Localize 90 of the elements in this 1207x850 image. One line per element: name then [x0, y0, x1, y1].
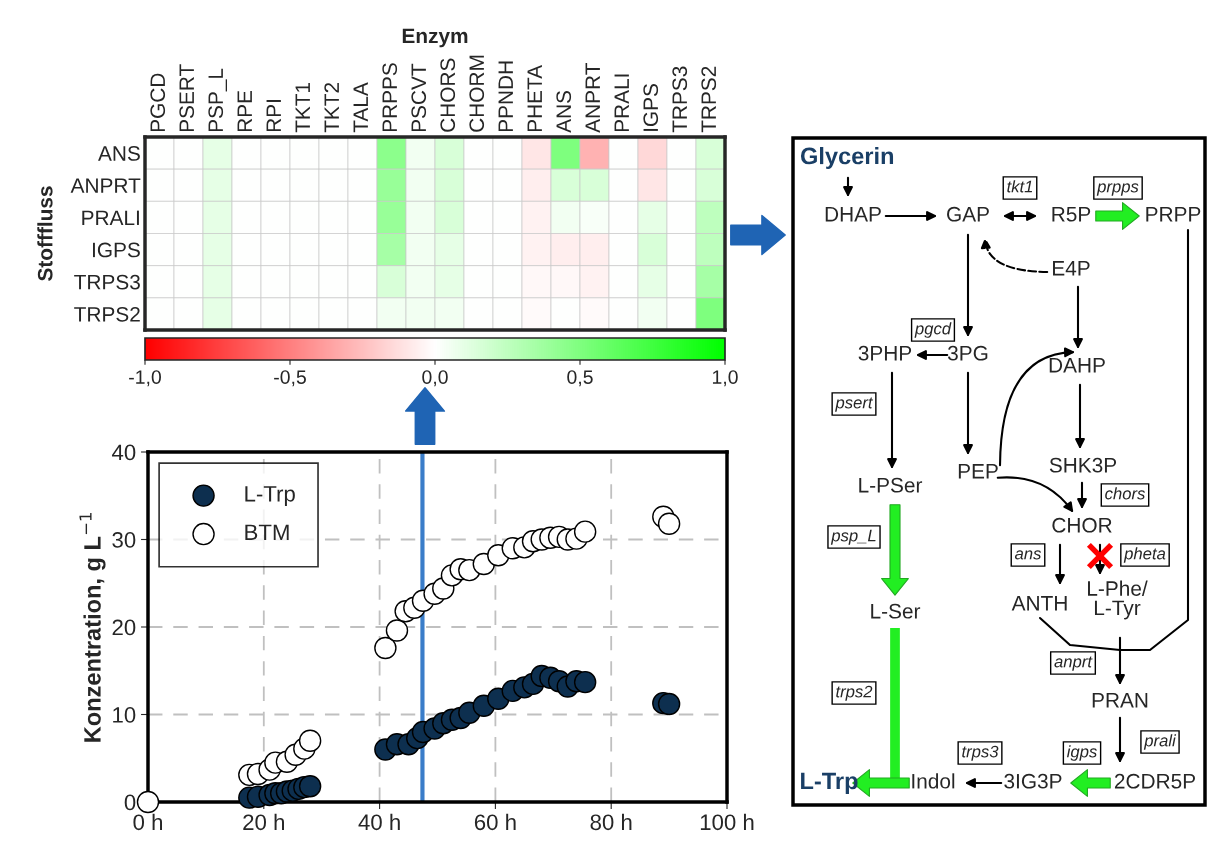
y-tick-label: 40 [111, 444, 136, 461]
text: PRPP [1146, 207, 1201, 222]
legend-label: L-Trp [245, 486, 295, 507]
x-axis-title: Enzym [402, 28, 468, 48]
y-tick-label: ANPRT [70, 178, 141, 193]
x-tick-label: TALA [353, 82, 368, 133]
y-tick-label: 20 [112, 619, 136, 636]
text: E4P [1053, 261, 1090, 276]
x-tick-label: RPE [237, 90, 252, 132]
x-tick-label: 60 h [474, 813, 516, 831]
x-tick-label: CHORM [469, 55, 485, 132]
text: 2CDR5P [1114, 773, 1195, 789]
x-tick-label: PRALI [614, 74, 629, 132]
legend-label: BTM [245, 524, 289, 540]
text: prali [1143, 734, 1177, 750]
text: trps2 [836, 685, 873, 701]
text: Glycerin [800, 147, 894, 170]
x-tick-label: PPNDH [498, 61, 513, 132]
x-tick-label: TRPS2 [701, 66, 717, 133]
x-tick-label: PSCVT [411, 63, 427, 132]
x-tick-label: CHORS [440, 58, 456, 132]
y-tick-label: TRPS3 [74, 274, 140, 290]
point [573, 520, 597, 543]
text: DAHP [1049, 358, 1105, 373]
text: prpps [1096, 183, 1139, 196]
text: DHAP [825, 207, 881, 222]
text: L-PSer [859, 477, 923, 493]
y-tick-label: ANS [98, 146, 140, 161]
x-tick-label: 0 h [133, 813, 163, 831]
text: ans [1014, 550, 1042, 560]
x-tick-label: IGPS [643, 84, 659, 131]
y-tick-label: PRALI [82, 210, 139, 225]
y-axis-title: Konzentration, g L$^{−1}$ [79, 512, 106, 742]
y-tick-label: 30 [112, 532, 136, 548]
text: chors [1105, 487, 1146, 500]
x-tick-label: 80 h [590, 813, 632, 831]
y-tick-label: 10 [113, 707, 136, 723]
y-tick-label: IGPS [92, 242, 140, 258]
text: igps [1066, 745, 1097, 761]
x-tick-label: PHETA [527, 64, 542, 132]
text: GAP [947, 206, 989, 222]
text: L-Ser [871, 603, 921, 619]
x-tick-label: PGCD [150, 73, 166, 132]
x-tick-label: 40 h [358, 813, 400, 831]
x-tick-label: ANS [556, 90, 572, 133]
x-tick-label: ANPRT [585, 63, 600, 133]
text: L-Phe/ L-Tyr [1088, 580, 1148, 620]
text: 3PG [947, 345, 988, 361]
text: tkt1 [1007, 180, 1033, 193]
text: pgcd [914, 322, 952, 338]
point [374, 636, 397, 660]
text: PRAN [1092, 693, 1148, 708]
x-tick-label: RPI [266, 100, 281, 132]
text: anprt [1054, 656, 1093, 671]
point [657, 512, 681, 535]
x-tick-label: TKT2 [324, 82, 339, 133]
y-tick-label: 0 [124, 794, 136, 811]
text: psert [835, 397, 874, 412]
point [136, 790, 160, 814]
text: psp_L [830, 529, 876, 545]
x-tick-label: 20 h [243, 813, 284, 831]
color-bar-label: -1,0 [129, 370, 161, 387]
text: CHOR [1052, 517, 1112, 533]
color-bar-label: -0,5 [274, 370, 306, 387]
text: PEP [958, 464, 998, 479]
color-bar-label: 0,5 [567, 370, 593, 387]
point [573, 670, 597, 694]
x-tick-label: PSERT [179, 64, 195, 132]
text: ANTH [1011, 596, 1067, 611]
y-tick-label: TRPS2 [74, 306, 140, 322]
point [657, 692, 681, 716]
text: SHK3P [1049, 457, 1117, 473]
text: 3IG3P [1004, 773, 1062, 789]
x-tick-label: TRPS3 [672, 66, 688, 133]
point [385, 619, 409, 642]
x-tick-label: 100 h [700, 813, 754, 831]
text: pheta [1123, 547, 1166, 563]
x-tick-label: PSP_L [208, 68, 228, 132]
color-bar-label: 1,0 [712, 370, 738, 387]
x-tick-label: TKT1 [295, 82, 310, 133]
text: trps3 [962, 745, 999, 761]
point [298, 729, 322, 752]
point [298, 775, 322, 798]
text: L-Trp [801, 772, 858, 795]
x-tick-label: PRPPS [382, 63, 398, 132]
text: 3PHP [858, 345, 912, 361]
text: Indol [912, 773, 955, 789]
y-axis-title: Stofffluss [37, 186, 53, 281]
color-bar-label: 0,0 [422, 370, 448, 387]
text: R5P [1052, 207, 1091, 222]
